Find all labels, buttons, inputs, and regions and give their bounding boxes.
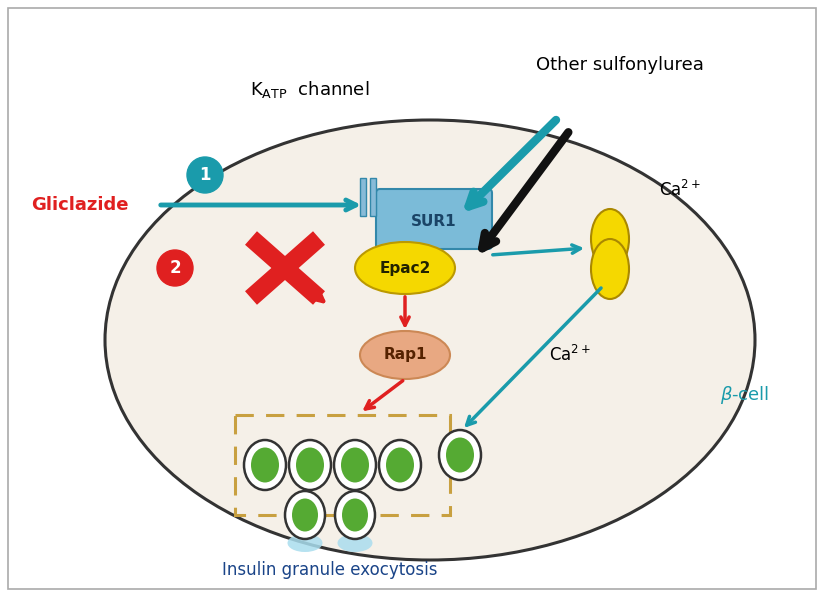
Ellipse shape xyxy=(355,242,455,294)
Text: 2: 2 xyxy=(169,259,180,277)
Text: Insulin granule exocytosis: Insulin granule exocytosis xyxy=(222,561,438,579)
Ellipse shape xyxy=(386,448,414,482)
Ellipse shape xyxy=(591,239,629,299)
Ellipse shape xyxy=(446,438,474,472)
Ellipse shape xyxy=(296,448,324,482)
FancyBboxPatch shape xyxy=(376,189,492,249)
Ellipse shape xyxy=(439,430,481,480)
Text: 1: 1 xyxy=(199,166,211,184)
Text: SUR1: SUR1 xyxy=(411,214,456,229)
Ellipse shape xyxy=(244,440,286,490)
Ellipse shape xyxy=(342,498,368,531)
Ellipse shape xyxy=(288,534,322,552)
Ellipse shape xyxy=(334,440,376,490)
Ellipse shape xyxy=(338,534,372,552)
Ellipse shape xyxy=(105,120,755,560)
Bar xyxy=(370,178,376,216)
Ellipse shape xyxy=(251,448,279,482)
Bar xyxy=(235,415,450,515)
Text: Gliclazide: Gliclazide xyxy=(31,196,129,214)
Text: Other sulfonylurea: Other sulfonylurea xyxy=(536,56,704,74)
Text: Epac2: Epac2 xyxy=(379,260,431,275)
Ellipse shape xyxy=(335,491,375,539)
Ellipse shape xyxy=(591,209,629,269)
Ellipse shape xyxy=(292,498,318,531)
Text: Ca$^{2+}$: Ca$^{2+}$ xyxy=(659,180,701,200)
Ellipse shape xyxy=(285,491,325,539)
Ellipse shape xyxy=(379,440,421,490)
Text: Rap1: Rap1 xyxy=(383,347,427,362)
Ellipse shape xyxy=(289,440,331,490)
Ellipse shape xyxy=(341,448,369,482)
Text: Ca$^{2+}$: Ca$^{2+}$ xyxy=(549,345,591,365)
Text: $\beta$-cell: $\beta$-cell xyxy=(720,384,770,406)
Text: K$_{\mathregular{ATP}}$  channel: K$_{\mathregular{ATP}}$ channel xyxy=(250,79,370,100)
Ellipse shape xyxy=(360,331,450,379)
Bar xyxy=(360,178,366,216)
Circle shape xyxy=(157,250,193,286)
Circle shape xyxy=(187,157,223,193)
